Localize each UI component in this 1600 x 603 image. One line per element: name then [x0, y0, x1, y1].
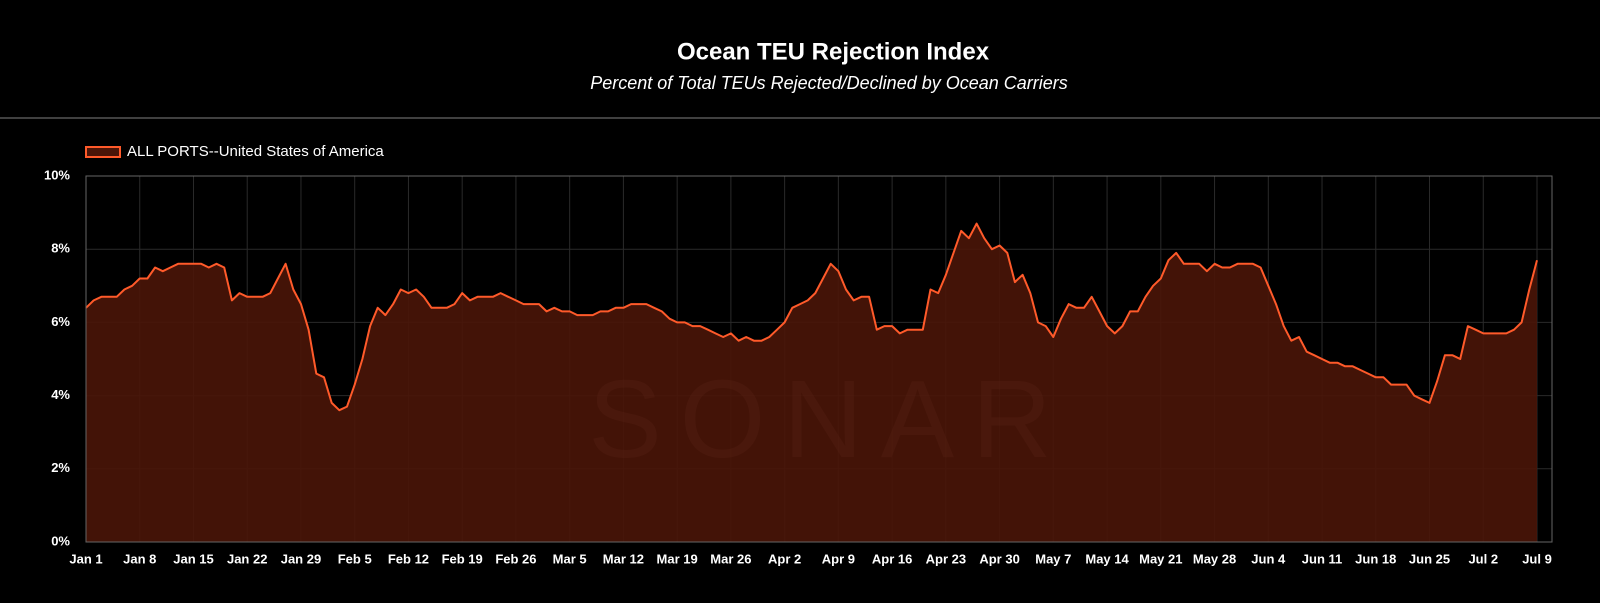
x-tick-label: Jan 15 — [173, 551, 213, 566]
x-tick-label: Mar 5 — [553, 551, 587, 566]
chart-subtitle: Percent of Total TEUs Rejected/Declined … — [590, 73, 1068, 93]
y-tick-label: 4% — [51, 387, 70, 402]
x-tick-label: Apr 23 — [926, 551, 966, 566]
chart-title: Ocean TEU Rejection Index — [677, 38, 990, 65]
x-tick-label: Jun 25 — [1409, 551, 1450, 566]
x-tick-label: Jun 11 — [1302, 551, 1342, 566]
x-tick-label: Jan 22 — [227, 551, 267, 566]
x-tick-label: May 28 — [1193, 551, 1236, 566]
x-tick-label: Mar 26 — [710, 551, 751, 566]
x-tick-label: Jul 2 — [1468, 551, 1498, 566]
legend-label: ALL PORTS--United States of America — [127, 143, 384, 160]
x-tick-label: Mar 19 — [657, 551, 698, 566]
x-tick-label: Jun 18 — [1355, 551, 1396, 566]
x-tick-label: Apr 9 — [822, 551, 855, 566]
x-tick-label: May 7 — [1035, 551, 1071, 566]
x-tick-label: Apr 2 — [768, 551, 801, 566]
x-tick-label: Apr 30 — [979, 551, 1019, 566]
x-tick-label: May 14 — [1085, 551, 1129, 566]
x-tick-label: Feb 19 — [442, 551, 483, 566]
x-tick-label: Jan 1 — [69, 551, 102, 566]
x-tick-label: Feb 26 — [495, 551, 536, 566]
legend-swatch — [85, 146, 121, 158]
y-tick-label: 8% — [51, 241, 70, 256]
x-tick-label: Feb 5 — [338, 551, 372, 566]
x-tick-label: Jan 29 — [281, 551, 321, 566]
y-tick-label: 6% — [51, 314, 70, 329]
x-tick-label: Feb 12 — [388, 551, 429, 566]
x-tick-label: Mar 12 — [603, 551, 644, 566]
x-tick-label: May 21 — [1139, 551, 1182, 566]
x-tick-label: Apr 16 — [872, 551, 912, 566]
x-tick-label: Jul 9 — [1522, 551, 1552, 566]
plot-frame — [85, 175, 1553, 543]
y-tick-label: 10% — [44, 167, 70, 182]
area-fill — [86, 223, 1537, 542]
x-tick-label: Jan 8 — [123, 551, 156, 566]
y-tick-label: 0% — [51, 533, 70, 548]
y-tick-label: 2% — [51, 460, 70, 475]
line — [85, 222, 1538, 412]
x-tick-label: Jun 4 — [1251, 551, 1286, 566]
